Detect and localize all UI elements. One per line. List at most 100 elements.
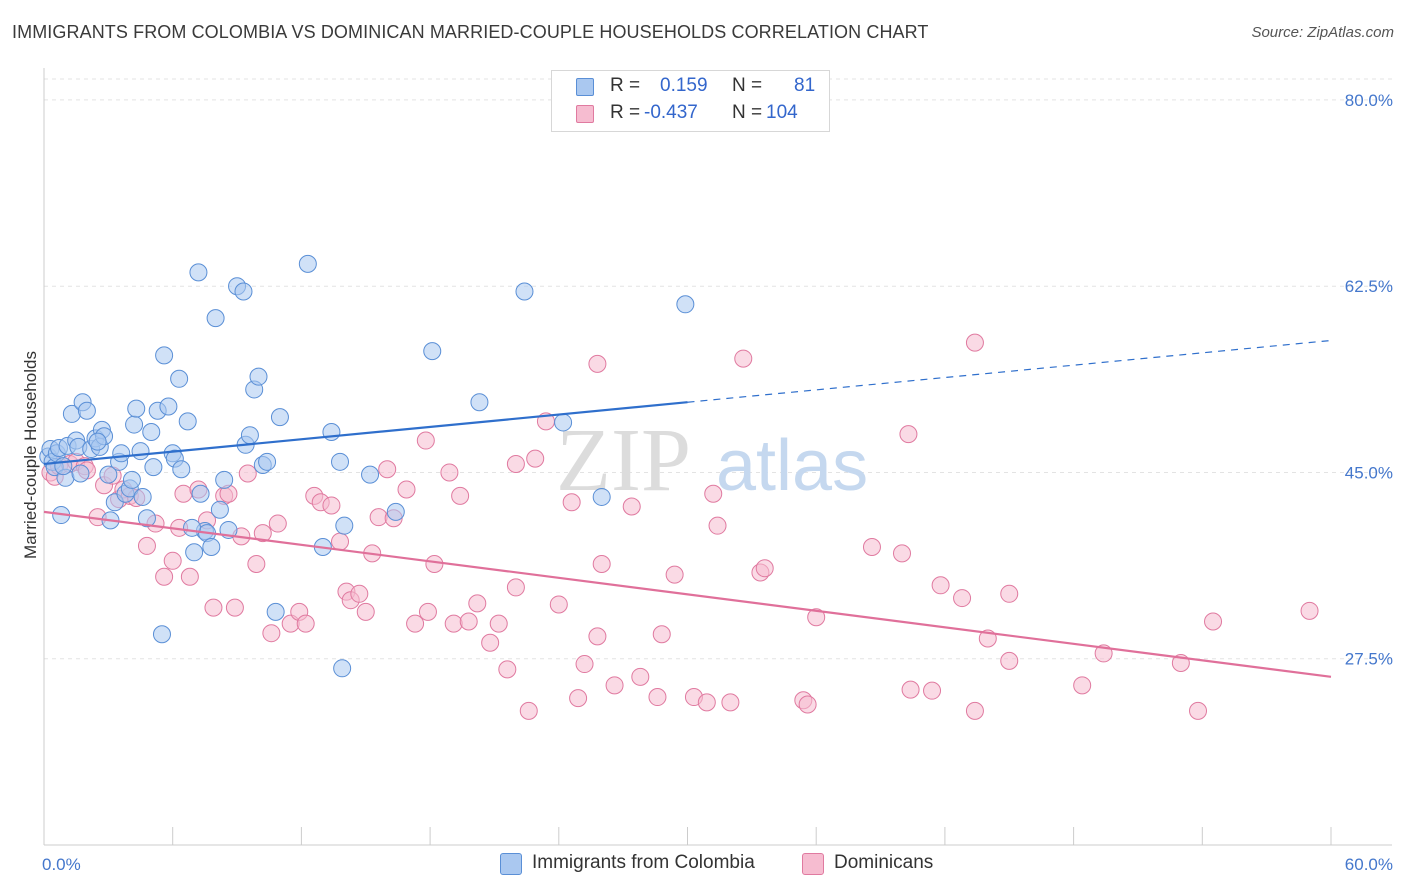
data-point-colombia [88,432,107,451]
legend-n-label: N = [732,75,763,96]
data-point-colombia [178,412,197,431]
data-point-dominicans [451,486,470,505]
data-point-dominicans [798,695,817,714]
data-point-colombia [54,457,73,476]
data-point-dominicans [665,565,684,584]
data-point-colombia [592,487,611,506]
data-point-colombia [210,500,229,519]
data-point-dominicans [489,614,508,633]
data-point-dominicans [631,667,650,686]
data-point-colombia [202,537,221,556]
data-point-dominicans [575,655,594,674]
data-point-dominicans [225,598,244,617]
data-point-colombia [189,263,208,282]
data-point-colombia [191,484,210,503]
data-point-dominicans [697,693,716,712]
data-point-dominicans [296,614,315,633]
legend-r-label: R = [610,75,641,96]
data-point-dominicans [622,497,641,516]
data-point-colombia [270,408,289,427]
data-point-colombia [515,282,534,301]
trend-line-dominicans [43,510,1332,678]
data-point-dominicans [562,493,581,512]
data-point-dominicans [704,484,723,503]
data-point-dominicans [1000,651,1019,670]
bottom-legend-swatch-blue [500,853,522,875]
legend-n-value: 81 [794,75,816,96]
data-point-colombia [172,460,191,479]
data-point-dominicans [569,689,588,708]
bottom-legend-label: Dominicans [834,852,934,873]
data-point-dominicans [807,608,826,627]
data-point-dominicans [204,598,223,617]
trend-line-colombia [43,401,688,466]
y-tick-label: 80.0% [1345,91,1393,110]
data-point-colombia [142,423,161,442]
legend-swatch-blue [576,78,594,96]
data-point-dominicans [468,594,487,613]
x-tick-label: 0.0% [42,855,81,874]
legend-n-value: 104 [766,102,798,123]
data-point-colombia [183,518,202,537]
data-point-dominicans [356,602,375,621]
data-point-colombia [125,415,144,434]
data-point-colombia [71,464,90,483]
data-point-dominicans [1073,676,1092,695]
tick-labels: 27.5% 45.0% 62.5% 80.0% 0.0% 60.0% [42,91,1393,874]
bottom-legend-swatch-pink [802,853,824,875]
trend-lines [43,339,1332,678]
legend-r-value: -0.437 [644,102,698,123]
watermark-atlas: atlas [716,426,868,506]
data-point-colombia [554,413,573,432]
chart-title: IMMIGRANTS FROM COLOMBIA VS DOMINICAN MA… [12,22,929,42]
data-point-dominicans [506,454,525,473]
data-point-colombia [470,393,489,412]
data-point-dominicans [588,627,607,646]
data-point-colombia [185,543,204,562]
data-point-dominicans [519,701,538,720]
data-point-dominicans [369,508,388,527]
data-point-colombia [170,369,189,388]
data-point-dominicans [605,676,624,695]
data-point-dominicans [481,633,500,652]
y-tick-label: 62.5% [1345,277,1393,296]
data-point-colombia [215,470,234,489]
legend-swatch-pink [576,105,594,123]
data-point-dominicans [708,516,727,535]
data-point-colombia [133,487,152,506]
data-point-dominicans [247,555,266,574]
data-point-colombia [331,452,350,471]
data-point-dominicans [648,688,667,707]
data-point-dominicans [526,449,545,468]
data-point-dominicans [931,576,950,595]
data-point-dominicans [416,431,435,450]
data-point-dominicans [899,425,918,444]
data-point-dominicans [506,578,525,597]
y-tick-label: 45.0% [1345,463,1393,482]
data-point-dominicans [378,460,397,479]
data-point-colombia [266,602,285,621]
data-point-dominicans [953,589,972,608]
data-point-dominicans [268,514,287,533]
data-point-colombia [335,516,354,535]
bottom-legend-label: Immigrants from Colombia [532,852,755,873]
data-point-dominicans [862,537,881,556]
legend-r-label: R = [610,102,641,123]
data-point-colombia [137,509,156,528]
data-point-dominicans [406,614,425,633]
x-tick-label: 60.0% [1345,855,1393,874]
data-point-colombia [144,458,163,477]
stats-legend: R = 0.159 N = 81 R = -0.437 N = 104 [551,70,830,132]
data-point-colombia [240,426,259,445]
data-point-dominicans [498,660,517,679]
data-point-colombia [423,342,442,361]
data-point-dominicans [155,567,174,586]
data-point-dominicans [137,536,156,555]
data-point-colombia [676,295,695,314]
series-colombia [39,254,695,678]
data-point-dominicans [440,463,459,482]
data-point-dominicans [459,612,478,631]
data-point-colombia [361,465,380,484]
data-point-colombia [112,444,131,463]
